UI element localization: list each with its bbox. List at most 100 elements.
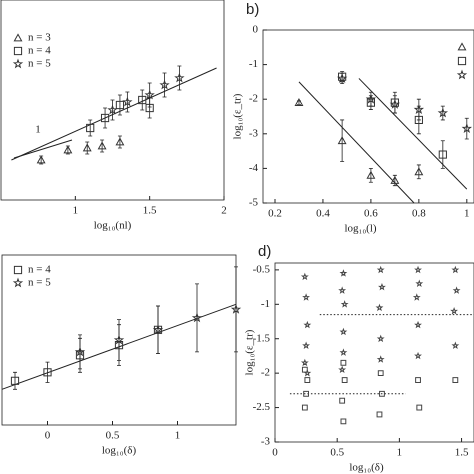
error-bar xyxy=(392,95,397,114)
legend-marker xyxy=(457,56,467,66)
data-point xyxy=(340,300,349,308)
x-tick-label: 0.2 xyxy=(268,208,282,220)
legend-marker xyxy=(13,33,23,42)
data-point xyxy=(377,370,384,377)
data-point xyxy=(437,107,449,118)
data-point xyxy=(144,89,155,100)
error-bar xyxy=(147,82,152,108)
data-point xyxy=(63,145,73,154)
panel-title: d) xyxy=(258,243,271,260)
data-point xyxy=(152,324,164,335)
legend-marker xyxy=(13,265,23,275)
data-point xyxy=(230,303,242,314)
data-point xyxy=(339,327,348,336)
data-point xyxy=(415,279,424,287)
annotation: 1 xyxy=(35,124,41,136)
data-point xyxy=(451,341,460,349)
data-point xyxy=(339,397,346,404)
data-point xyxy=(339,348,348,356)
data-point xyxy=(337,136,347,145)
error-bar xyxy=(440,140,445,169)
data-point xyxy=(303,320,312,329)
data-point xyxy=(36,155,46,164)
data-point xyxy=(390,175,400,184)
data-point xyxy=(74,346,86,357)
data-point xyxy=(376,265,385,274)
data-point xyxy=(107,104,118,115)
x-tick-label: 0.5 xyxy=(106,430,120,442)
data-point xyxy=(450,307,459,315)
error-bar xyxy=(13,371,17,390)
x-tick-label: 1 xyxy=(175,430,181,442)
plot-frame xyxy=(0,0,225,201)
x-tick-label: 0.5 xyxy=(330,447,344,459)
data-point xyxy=(100,113,110,123)
y-tick-label: -2.5 xyxy=(253,401,271,413)
data-point xyxy=(115,100,125,110)
data-point xyxy=(336,73,348,83)
plot-frame xyxy=(274,262,474,443)
data-point xyxy=(438,150,447,159)
y-tick-label: -2 xyxy=(261,367,270,379)
data-point xyxy=(366,170,376,179)
data-point xyxy=(376,334,385,343)
x-tick-label: 0.8 xyxy=(412,208,426,220)
data-point xyxy=(366,98,375,107)
y-tick-label: -5 xyxy=(249,197,259,209)
data-point xyxy=(340,359,347,366)
data-point xyxy=(376,355,385,363)
panel-title: b) xyxy=(246,1,259,18)
data-point xyxy=(413,104,425,114)
error-bar xyxy=(140,89,145,111)
data-point xyxy=(339,269,348,277)
y-axis-label: log₁₀(ε_tr) xyxy=(244,329,256,375)
data-point xyxy=(379,390,385,397)
legend-marker xyxy=(12,277,24,288)
data-point xyxy=(389,98,401,109)
data-point xyxy=(174,72,185,83)
error-bar xyxy=(416,164,421,180)
data-point xyxy=(138,95,147,105)
data-point xyxy=(114,341,124,350)
legend-label: n = 3 xyxy=(28,32,51,44)
y-tick-label: 0 xyxy=(253,24,259,36)
data-point xyxy=(43,368,52,377)
error-bar xyxy=(88,119,93,137)
data-point xyxy=(414,351,422,360)
error-bar xyxy=(45,361,50,383)
data-point xyxy=(301,366,308,373)
data-point xyxy=(97,141,107,150)
x-tick-label: 1.5 xyxy=(143,205,157,217)
y-tick-label: -1 xyxy=(249,58,258,70)
error-bar xyxy=(117,319,121,361)
error-bar xyxy=(368,168,373,183)
data-point xyxy=(82,143,92,152)
x-tick-label: 1 xyxy=(73,205,79,217)
x-axis-label: log₁₀(l) xyxy=(344,223,376,235)
data-point xyxy=(10,376,20,385)
error-bar xyxy=(195,283,199,353)
data-point xyxy=(75,351,85,360)
x-tick-label: 0 xyxy=(272,447,278,459)
y-tick-label: -4 xyxy=(249,162,259,174)
data-point xyxy=(412,293,421,301)
data-point xyxy=(113,334,125,345)
y-tick-label: -0.5 xyxy=(253,263,271,275)
data-point xyxy=(301,404,308,411)
y-tick-label: -3 xyxy=(249,127,259,139)
y-tick-label: -1 xyxy=(261,298,270,310)
data-point xyxy=(378,282,386,291)
legend-marker xyxy=(457,42,467,51)
data-point xyxy=(415,377,421,383)
legend-label: n = 4 xyxy=(28,264,51,276)
data-point xyxy=(375,303,384,312)
data-point xyxy=(153,325,163,334)
fit-line xyxy=(11,67,217,161)
legend-marker xyxy=(12,58,24,69)
data-point xyxy=(340,418,347,425)
error-bar xyxy=(177,65,182,91)
y-tick-label: -3 xyxy=(261,436,271,448)
error-bar xyxy=(162,72,167,98)
data-point xyxy=(338,365,347,374)
slope-indicator xyxy=(13,139,73,159)
